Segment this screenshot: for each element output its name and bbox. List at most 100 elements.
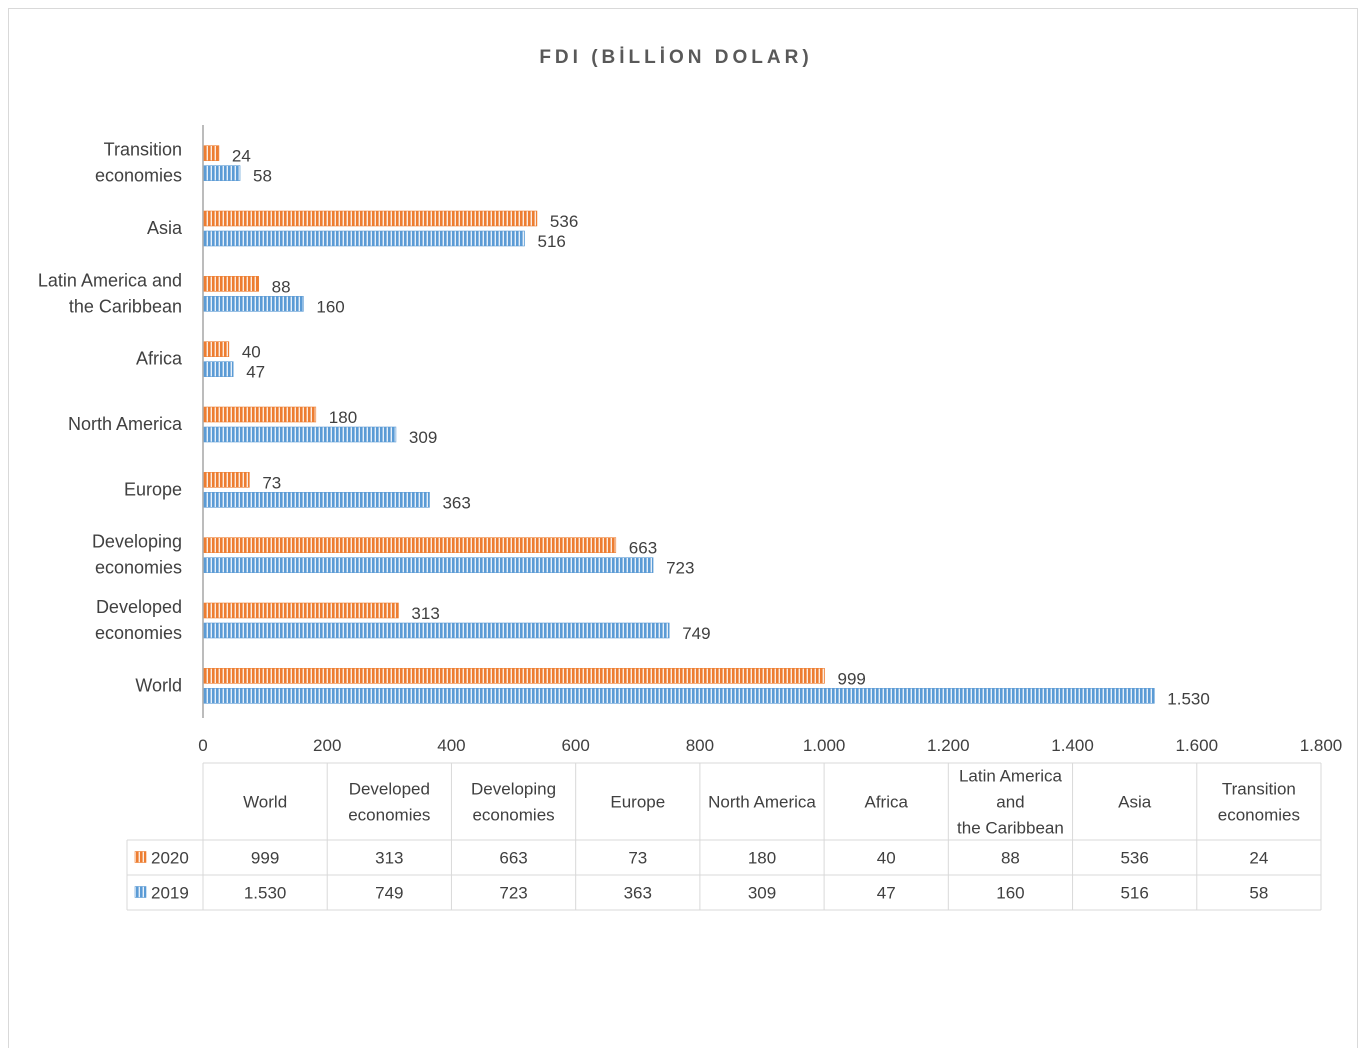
category-label: Developing [92,532,182,552]
data-label-2019: 749 [682,624,710,643]
table-cell: 723 [499,884,527,903]
x-tick-label: 1.200 [927,736,970,755]
table-cell: 363 [624,884,652,903]
table-cell: 749 [375,884,403,903]
chart-title: FDI (BİLLİON DOLAR) [539,47,812,68]
chart-frame [8,8,1358,1048]
data-label-2020: 40 [242,343,261,362]
table-cell: 58 [1249,884,1268,903]
data-label-2019: 723 [666,559,694,578]
category-label: Asia [147,218,183,238]
data-label-2020: 663 [629,539,657,558]
bar-2020 [203,406,317,423]
x-tick-label: 400 [437,736,465,755]
table-header: Latin America [959,767,1063,786]
x-tick-label: 0 [198,736,207,755]
legend-label: 2019 [151,884,189,903]
category-label: economies [95,166,182,186]
category-label: Developed [96,597,182,617]
bar-2019 [203,622,670,639]
data-label-2020: 999 [837,669,865,688]
table-header: World [243,793,287,812]
table-header: Transition [1222,780,1296,799]
table-header: economies [348,806,430,825]
x-tick-label: 1.600 [1176,736,1219,755]
data-label-2019: 1.530 [1167,689,1210,708]
category-label: Latin America and [38,270,182,290]
bar-2019 [203,230,525,247]
bar-2020 [203,145,220,161]
category-label: World [135,675,182,695]
data-label-2020: 24 [232,147,251,166]
table-header: Asia [1118,793,1152,812]
table-header: economies [472,806,554,825]
data-label-2020: 536 [550,212,578,231]
legend-key-2020 [134,851,147,863]
table-header: Developing [471,780,556,799]
x-tick-label: 1.800 [1300,736,1343,755]
data-label-2020: 88 [272,277,291,296]
table-cell: 999 [251,849,279,868]
table-cell: 516 [1120,884,1148,903]
table-header: the Caribbean [957,819,1064,838]
table-cell: 180 [748,849,776,868]
table-cell: 313 [375,849,403,868]
bar-2020 [203,537,617,553]
category-label: the Caribbean [69,296,182,316]
table-header: economies [1218,806,1300,825]
bar-2020 [203,602,399,619]
table-cell: 88 [1001,849,1020,868]
data-label-2019: 309 [409,428,437,447]
bar-2020 [203,472,250,488]
data-table: World Developed economies Developing economi… [126,762,1322,911]
table-cell: 73 [628,849,647,868]
table-cell: 24 [1249,849,1268,868]
category-label: Transition [104,140,182,160]
category-label: Europe [124,479,182,499]
bar-2020 [203,210,538,227]
category-label: North America [68,414,183,434]
data-label-2020: 180 [329,408,357,427]
bar-2020 [203,341,230,357]
data-label-2020: 313 [411,604,439,623]
data-label-2019: 58 [253,167,272,186]
x-tick-label: 1.000 [803,736,846,755]
category-label: economies [95,623,182,643]
bar-2019 [203,165,241,181]
bar-2019 [203,296,304,312]
table-header: North America [708,793,816,812]
plot-area: World 999 1.530 Developed economies 313 749 Dev… [38,125,1342,755]
bar-2019 [203,688,1155,704]
bar-2020 [203,276,259,292]
legend-key-2019 [134,886,147,898]
table-cell: 663 [499,849,527,868]
table-header: Europe [610,793,665,812]
table-header: and [996,793,1024,812]
bar-2019 [203,492,430,508]
table-header: Africa [864,793,908,812]
x-tick-label: 200 [313,736,341,755]
x-tick-label: 600 [561,736,589,755]
bar-2020 [203,668,825,684]
data-label-2019: 47 [246,363,265,382]
table-cell: 40 [877,849,896,868]
table-cell: 1.530 [244,884,287,903]
x-tick-label: 1.400 [1051,736,1094,755]
bar-2019 [203,361,234,377]
data-label-2020: 73 [262,473,281,492]
x-tick-label: 800 [686,736,714,755]
table-cell: 160 [996,884,1024,903]
table-cell: 47 [877,884,896,903]
bar-2019 [203,557,654,573]
table-cell: 536 [1120,849,1148,868]
table-cell: 309 [748,884,776,903]
category-label: economies [95,558,182,578]
data-label-2019: 160 [316,297,344,316]
category-label: Africa [136,349,183,369]
legend-label: 2020 [151,849,189,868]
table-header: Developed [349,780,430,799]
data-label-2019: 516 [537,232,565,251]
data-label-2019: 363 [442,493,470,512]
bar-2019 [203,426,397,443]
